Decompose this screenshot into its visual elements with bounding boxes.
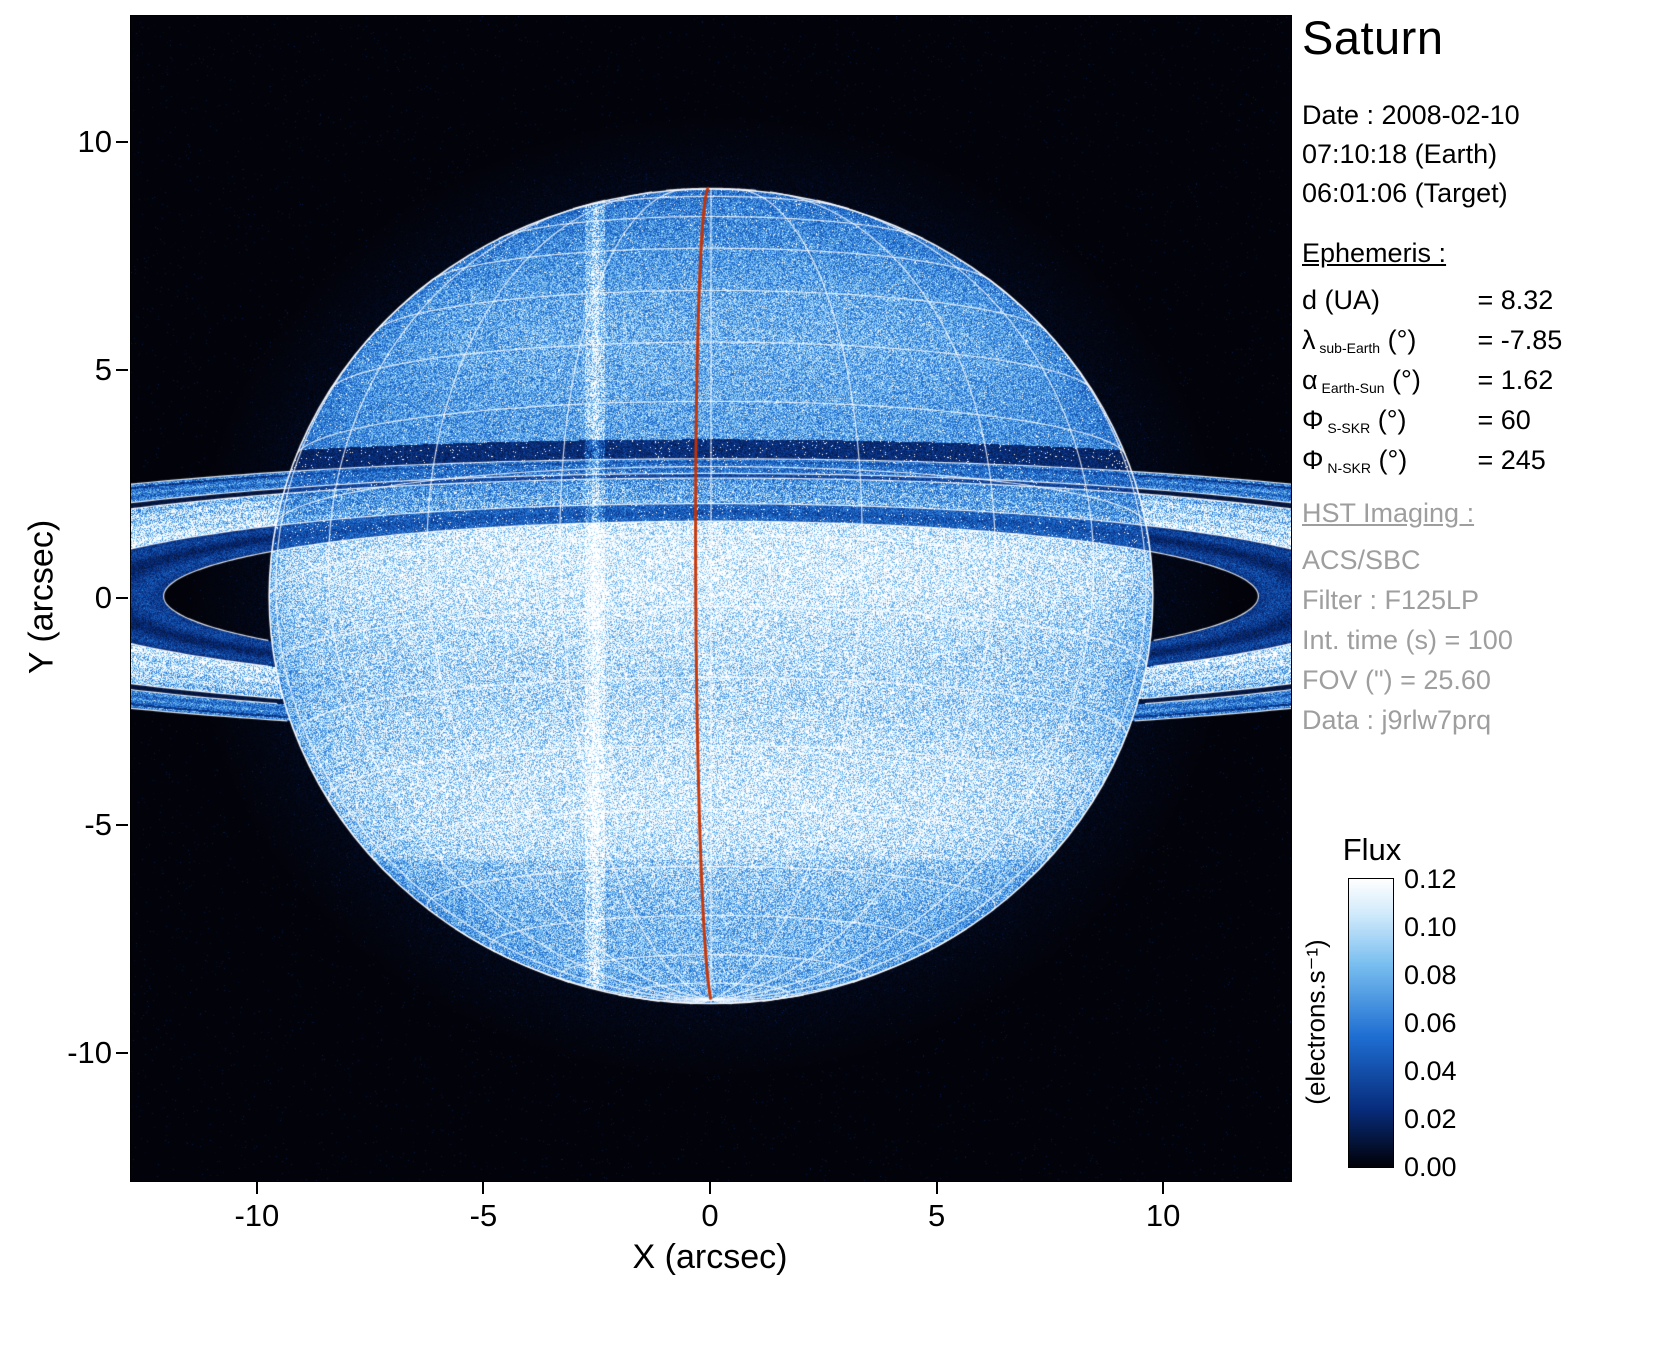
x-tick-mark <box>256 1182 258 1194</box>
info-panel: Saturn Date : 2008-02-10 07:10:18 (Earth… <box>1302 0 1674 1367</box>
hst-imaging-lines: ACS/SBC Filter : F125LP Int. time (s) = 10… <box>1302 540 1513 740</box>
colorbar-tick-label: 0.04 <box>1404 1056 1457 1087</box>
y-tick-label: 5 <box>28 352 112 388</box>
colorbar-tick-label: 0.02 <box>1404 1104 1457 1135</box>
y-tick-label: -10 <box>28 1035 112 1071</box>
y-tick-mark <box>116 824 128 826</box>
observation-block: Date : 2008-02-10 07:10:18 (Earth) 06:01… <box>1302 96 1520 213</box>
ephemeris-value: = 245 <box>1470 445 1546 475</box>
hst-imaging-line: FOV (") = 25.60 <box>1302 660 1513 700</box>
ephemeris-value: = -7.85 <box>1470 325 1562 355</box>
figure-root: -10 -5 0 5 10 10 5 0 -5 -10 X (arcsec) Y (arcsec)… <box>0 0 1676 1367</box>
observation-date: Date : 2008-02-10 <box>1302 96 1520 135</box>
y-tick-mark <box>116 369 128 371</box>
ephemeris-heading: Ephemeris : <box>1302 238 1446 269</box>
hst-imaging-line: Filter : F125LP <box>1302 580 1513 620</box>
ephemeris-rows: d (UA) = 8.32 λ sub-Earth (°) = -7.85 α Ea… <box>1302 280 1562 480</box>
hst-imaging-heading: HST Imaging : <box>1302 498 1474 529</box>
x-tick-label: -5 <box>423 1198 543 1234</box>
x-tick-label: 0 <box>650 1198 770 1234</box>
x-axis-label: X (arcsec) <box>130 1238 1290 1277</box>
y-tick-mark <box>116 1052 128 1054</box>
figure-title: Saturn <box>1302 10 1443 65</box>
x-tick-label: 10 <box>1103 1198 1223 1234</box>
colorbar-unit-label: (electrons.s⁻¹) <box>1301 939 1332 1104</box>
ephemeris-row: d (UA) = 8.32 <box>1302 280 1562 320</box>
hst-imaging-line: ACS/SBC <box>1302 540 1513 580</box>
observation-time-target: 06:01:06 (Target) <box>1302 174 1520 213</box>
y-tick-label: -5 <box>28 807 112 843</box>
y-axis-label: Y (arcsec) <box>23 520 62 674</box>
x-tick-mark <box>709 1182 711 1194</box>
colorbar-tick-label: 0.10 <box>1404 912 1457 943</box>
ephemeris-row: λ sub-Earth (°) = -7.85 <box>1302 320 1562 360</box>
colorbar-tick-label: 0.06 <box>1404 1008 1457 1039</box>
ephemeris-row: Φ N-SKR (°) = 245 <box>1302 440 1562 480</box>
ephemeris-row: α Earth-Sun (°) = 1.62 <box>1302 360 1562 400</box>
colorbar-title: Flux <box>1312 832 1432 868</box>
ephemeris-quantity: Φ N-SKR (°) <box>1302 440 1470 488</box>
colorbar-gradient <box>1348 878 1394 1168</box>
y-tick-mark <box>116 597 128 599</box>
y-tick-label: 10 <box>28 124 112 160</box>
x-tick-mark <box>482 1182 484 1194</box>
colorbar-tick-label: 0.00 <box>1404 1152 1457 1183</box>
x-tick-label: 5 <box>877 1198 997 1234</box>
x-tick-label: -10 <box>197 1198 317 1234</box>
observation-time-earth: 07:10:18 (Earth) <box>1302 135 1520 174</box>
ephemeris-value: = 8.32 <box>1470 285 1553 315</box>
saturn-fuv-image-canvas <box>130 15 1292 1182</box>
ephemeris-quantity: d (UA) <box>1302 280 1470 320</box>
x-tick-mark <box>1162 1182 1164 1194</box>
ephemeris-value: = 60 <box>1470 405 1531 435</box>
y-tick-mark <box>116 141 128 143</box>
ephemeris-value: = 1.62 <box>1470 365 1553 395</box>
colorbar-tick-label: 0.08 <box>1404 960 1457 991</box>
ephemeris-row: Φ S-SKR (°) = 60 <box>1302 400 1562 440</box>
hst-imaging-line: Int. time (s) = 100 <box>1302 620 1513 660</box>
hst-imaging-line: Data : j9rlw7prq <box>1302 700 1513 740</box>
x-tick-mark <box>936 1182 938 1194</box>
colorbar-tick-label: 0.12 <box>1404 864 1457 895</box>
